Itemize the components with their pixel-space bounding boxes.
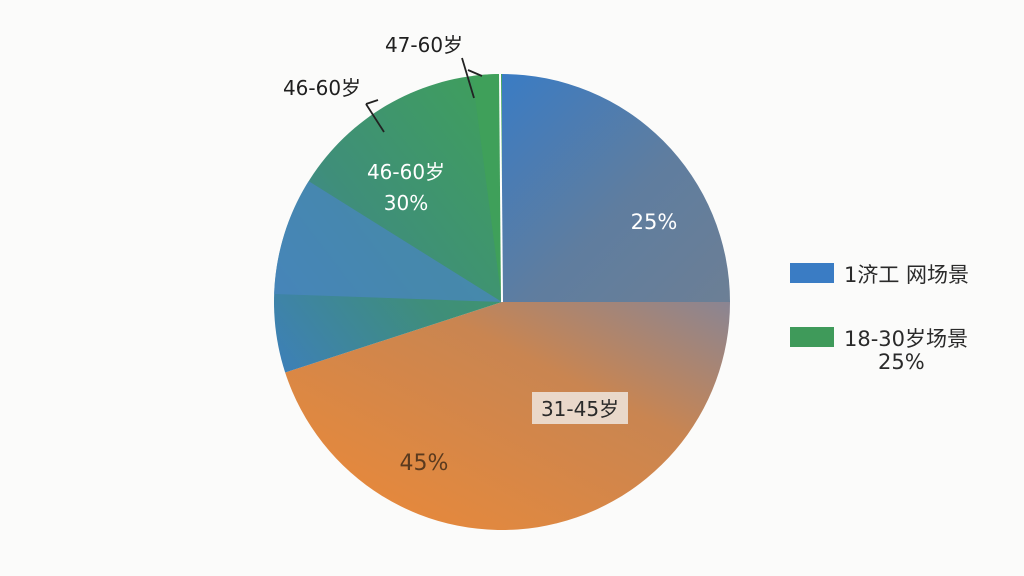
callout-leader-top-tick (467, 69, 483, 77)
pie-blue-band (274, 181, 502, 302)
pie-slice-orange (285, 302, 730, 530)
callout-label-top-left: 46-60岁 (283, 76, 361, 100)
legend-sub-label: 25% (878, 350, 925, 374)
callout-leader-top-left (365, 103, 385, 133)
pie-divider (499, 73, 503, 303)
pie-green-strip (472, 74, 502, 302)
legend-swatch-blue (790, 263, 834, 283)
legend-label: 1济工 网场景 (844, 263, 970, 287)
slice-label-orange-pct: 45% (400, 451, 449, 476)
legend-label: 18-30岁场景 (844, 327, 969, 351)
callout-leader-top-left-tick (365, 99, 379, 105)
slice-label-box (532, 392, 628, 424)
slice-label-blue-pct: 25% (631, 210, 678, 234)
callout-label-top: 47-60岁 (385, 33, 463, 57)
slice-label-green-group: 46-60岁 (367, 160, 445, 184)
callout-leader-top (461, 57, 475, 99)
slice-label-green-pct: 30% (384, 191, 428, 215)
slice-label-orange-group: 31-45岁 (541, 397, 619, 421)
legend-swatch-green (790, 327, 834, 347)
pie-slice-blue (502, 74, 730, 302)
